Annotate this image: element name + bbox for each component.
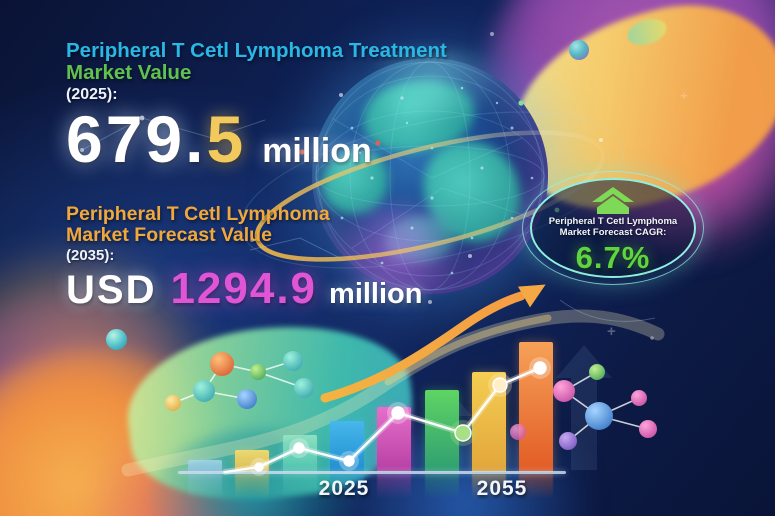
cagr-label-line1: Peripheral T Cetl Lymphoma <box>548 216 678 227</box>
chart-bar-reflection <box>519 474 553 499</box>
chart-bar-reflection <box>235 474 269 499</box>
forecast-currency: USD <box>66 268 157 313</box>
market-value-fraction: 5 <box>206 101 247 176</box>
market-value-integer: 679. <box>66 101 207 176</box>
chart-bar-reflection <box>330 474 364 499</box>
market-value-row: 679.5 million <box>66 101 447 176</box>
market-title-line1: Peripheral T Cetl Lymphoma Treatment <box>66 39 447 62</box>
chart-line-dot <box>454 424 472 442</box>
forecast-value: 1294.9 <box>170 264 318 314</box>
chart-line-dot <box>293 442 305 454</box>
forecast-value-unit: million <box>329 278 423 311</box>
market-title-year: (2025): <box>66 86 118 104</box>
forecast-value-block: Peripheral T Cetl Lymphoma Market Foreca… <box>66 203 422 313</box>
forecast-title-year: (2035): <box>66 247 115 265</box>
sphere-top-right-small <box>569 40 589 60</box>
chart-baseline <box>178 471 566 474</box>
chart-bar-reflection <box>425 474 459 499</box>
chart-line-dot <box>254 462 264 472</box>
x-axis-tick-label: 2055 <box>476 477 528 500</box>
market-value-block: Peripheral T Cetl Lymphoma Treatment Mar… <box>66 39 447 176</box>
market-value-unit: million <box>262 131 372 170</box>
growth-bar-chart: 2025 2055 <box>178 325 568 516</box>
chart-line-dot <box>343 455 355 467</box>
growth-house-arrow-icon <box>592 187 634 214</box>
blob-top-right-pill <box>624 14 670 50</box>
cagr-value: 6.7% <box>575 239 651 275</box>
chart-bar-reflection <box>377 474 411 499</box>
cagr-label-line2: Market Forecast CAGR: <box>559 226 667 238</box>
forecast-value-row: USD 1294.9 million <box>66 265 422 313</box>
chart-line-dot <box>391 406 405 420</box>
cagr-badge-inner-ring: Peripheral T Cetl Lymphoma Market Foreca… <box>530 178 696 278</box>
cagr-badge: Peripheral T Cetl Lymphoma Market Foreca… <box>522 171 704 285</box>
globe-rim-highlight <box>348 50 518 114</box>
chart-bar <box>188 460 222 472</box>
sphere-teal-small <box>106 329 127 350</box>
chart-bar-reflection <box>472 474 506 499</box>
chart-bar-reflection <box>188 474 222 499</box>
chart-line-overlay <box>222 357 551 476</box>
chart-line-dot <box>533 361 547 375</box>
plus-sparkle: + <box>607 323 616 340</box>
chart-line-dot <box>492 377 508 393</box>
x-axis-tick-label: 2025 <box>318 477 370 500</box>
market-title-line2: Market Value <box>66 61 192 85</box>
forecast-title-line2: Market Forecast Value <box>66 224 272 247</box>
plus-sparkle: + <box>680 88 688 103</box>
chart-bar-reflection <box>283 474 317 499</box>
forecast-title-line1: Peripheral T Cetl Lymphoma <box>66 203 330 225</box>
